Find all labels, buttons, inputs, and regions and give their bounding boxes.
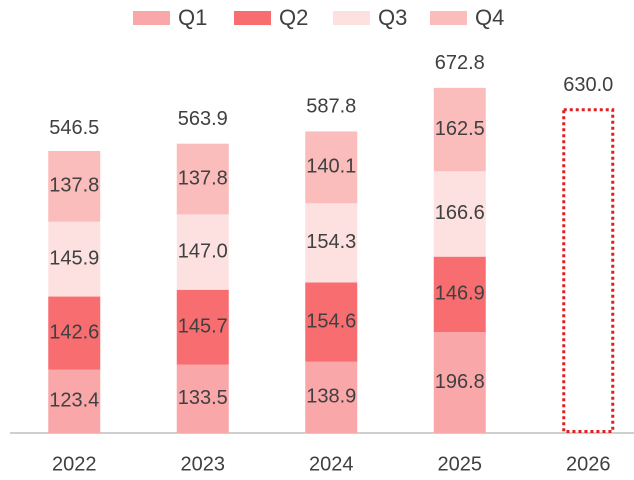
bar-segment: [48, 369, 101, 433]
total-label: 587.8: [306, 96, 356, 118]
x-tick-label: 2024: [309, 453, 354, 475]
value-label: 145.7: [178, 315, 228, 337]
bar-segment: [305, 361, 358, 433]
value-label: 162.5: [435, 118, 485, 140]
bar-segment: [176, 289, 229, 365]
bar-segment: [433, 332, 486, 433]
legend-swatch: [333, 11, 370, 25]
x-tick-label: 2025: [438, 453, 483, 475]
legend-label: Q1: [178, 5, 207, 30]
legend-swatch: [234, 11, 271, 25]
value-label: 166.6: [435, 202, 485, 224]
bar-segment: [176, 143, 229, 215]
value-label: 154.6: [306, 310, 356, 332]
x-tick-label: 2022: [52, 453, 97, 475]
legend-swatch: [133, 11, 170, 25]
bar-segment: [48, 221, 101, 297]
x-tick-label: 2023: [181, 453, 226, 475]
total-label: 546.5: [49, 117, 99, 139]
bar-segment: [305, 131, 358, 204]
bar-segment: [433, 171, 486, 257]
bar-segment: [433, 256, 486, 333]
legend-label: Q2: [279, 5, 308, 30]
value-label: 140.1: [306, 156, 356, 178]
bar-segment: [48, 296, 101, 370]
value-label: 133.5: [178, 387, 228, 409]
total-label: 630.0: [563, 74, 613, 96]
value-label: 196.8: [435, 371, 485, 393]
total-label: 563.9: [178, 108, 228, 130]
bar-segment: [305, 203, 358, 283]
bar-segment: [48, 151, 101, 222]
value-label: 138.9: [306, 386, 356, 408]
bar-segment: [176, 214, 229, 290]
value-label: 137.8: [178, 167, 228, 189]
legend-swatch: [430, 11, 467, 25]
bar-segment: [176, 364, 229, 433]
value-label: 147.0: [178, 240, 228, 262]
value-label: 145.9: [49, 247, 99, 269]
forecast-bar: [562, 108, 615, 433]
bar-segment: [305, 282, 358, 362]
x-tick-label: 2026: [566, 453, 611, 475]
value-label: 123.4: [49, 390, 99, 412]
total-label: 672.8: [435, 52, 485, 74]
value-label: 146.9: [435, 283, 485, 305]
value-label: 137.8: [49, 175, 99, 197]
value-label: 154.3: [306, 231, 356, 253]
value-label: 142.6: [49, 321, 99, 343]
legend-label: Q4: [475, 5, 504, 30]
legend-label: Q3: [378, 5, 407, 30]
bar-segment: [433, 87, 486, 172]
